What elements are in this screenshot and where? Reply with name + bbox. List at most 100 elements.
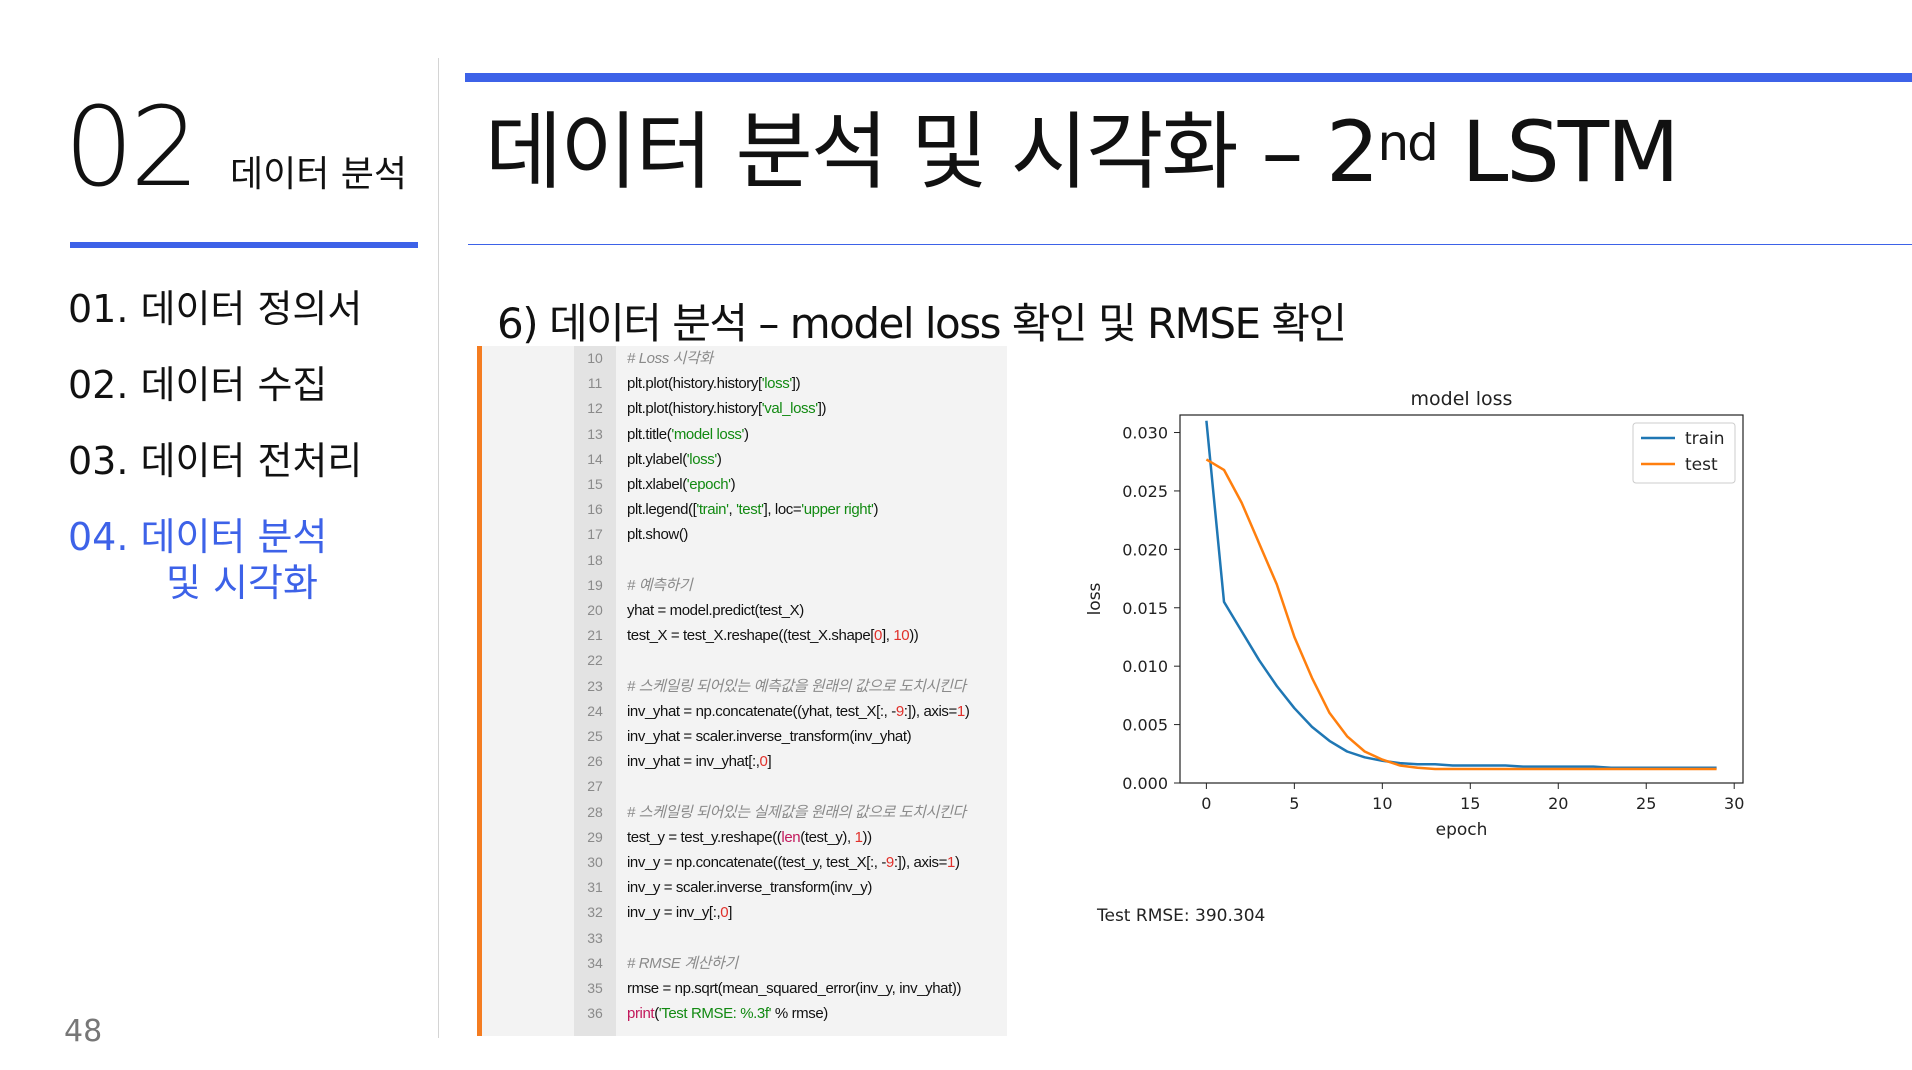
legend-label-train: train (1685, 429, 1725, 449)
code-text: rmse = np.sqrt(mean_squared_error(inv_y,… (627, 980, 962, 997)
code-line: 19 # 예측하기 (482, 573, 1012, 598)
code-line: 14 plt.ylabel('loss') (482, 447, 1012, 472)
code-text: plt.show() (627, 526, 689, 544)
series-line-test (1205, 458, 1717, 771)
line-number: 12 (587, 400, 603, 417)
line-number: 34 (587, 954, 603, 971)
code-line: 23 # 스케일링 되어있는 예측값을 원래의 값으로 도치시킨다 (482, 674, 1012, 699)
line-number: 26 (587, 753, 603, 770)
line-number: 25 (587, 728, 603, 744)
code-line: 11 plt.plot(history.history['loss']) (482, 371, 1012, 396)
line-number: 10 (587, 350, 603, 366)
line-number: 11 (587, 375, 603, 392)
toc-item-analysis-active[interactable]: 04. 데이터 분석 및 시각화 (68, 518, 362, 602)
x-tick-label: 30 (1724, 794, 1744, 813)
code-text: # 예측하기 (627, 576, 693, 594)
code-text: # 스케일링 되어있는 실제값을 원래의 값으로 도치시킨다 (627, 803, 966, 821)
code-text: # 스케일링 되어있는 예측값을 원래의 값으로 도치시킨다 (627, 677, 966, 695)
code-line: 18 (482, 548, 1012, 573)
line-number: 24 (587, 702, 603, 719)
y-tick-label: 0.005 (1122, 716, 1168, 735)
x-tick-label: 15 (1460, 794, 1480, 813)
code-text: plt.legend(['train', 'test'], loc='upper… (627, 501, 879, 519)
code-panel: 10 # Loss 시각화 11 plt.plot(history.history['… (477, 346, 1007, 1036)
header-accent-bar (465, 73, 1912, 82)
code-text: plt.title('model loss') (627, 425, 749, 443)
code-line: 30 inv_y = np.concatenate((test_y, test_X… (482, 850, 1012, 875)
toc-item-collection[interactable]: 02. 데이터 수집 (68, 363, 328, 407)
x-tick-label: 10 (1372, 794, 1392, 813)
code-line: 15 plt.xlabel('epoch') (482, 472, 1012, 497)
section-number: 02 (64, 83, 200, 211)
code-line: 17 plt.show() (482, 522, 1012, 547)
x-tick-label: 5 (1289, 794, 1299, 813)
model-loss-chart: model loss 0.000 0.005 0.010 0.015 0.020 0.025… (1085, 388, 1744, 840)
page-title-text: 데이터 분석 및 시각화 – 2 (485, 103, 1379, 201)
toc-item-preprocessing[interactable]: 03. 데이터 전처리 (68, 439, 363, 483)
code-line: 12 plt.plot(history.history['val_loss']) (482, 396, 1012, 421)
table-of-contents: 01. 데이터 정의서 02. 데이터 수집 03. 데이터 전처리 04. 데… (68, 290, 362, 640)
code-line: 22 (482, 648, 1012, 673)
code-line: 26 inv_yhat = inv_yhat[:,0] (482, 749, 1012, 774)
code-line: 20 yhat = model.predict(test_X) (482, 598, 1012, 623)
line-number: 29 (587, 828, 603, 845)
code-line: 29 test_y = test_y.reshape((len(test_y), … (482, 825, 1012, 850)
code-text: inv_yhat = np.concatenate((yhat, test_X[… (627, 702, 970, 720)
code-line: 24 inv_yhat = np.concatenate((yhat, test_… (482, 699, 1012, 724)
code-text: plt.plot(history.history['loss']) (627, 375, 801, 393)
line-number: 20 (587, 602, 603, 618)
code-line: 21 test_X = test_X.reshape((test_X.shape[… (482, 623, 1012, 648)
page-title: 데이터 분석 및 시각화 – 2nd LSTM (485, 110, 1680, 194)
y-tick-label: 0.030 (1122, 424, 1168, 443)
line-number: 17 (587, 526, 603, 543)
code-line: 27 (482, 774, 1012, 799)
code-line: 35 rmse = np.sqrt(mean_squared_error(inv_… (482, 976, 1012, 1001)
toc-item-analysis-label: 04. 데이터 분석 (68, 515, 328, 559)
line-number: 32 (587, 904, 603, 921)
code-text: inv_yhat = inv_yhat[:,0] (627, 753, 772, 771)
y-tick-label: 0.000 (1122, 774, 1168, 793)
slide-subtitle: 6) 데이터 분석 – model loss 확인 및 RMSE 확인 (497, 299, 1347, 348)
page-number: 48 (64, 1014, 103, 1049)
page-title-suffix: LSTM (1436, 103, 1680, 201)
line-number: 35 (587, 980, 603, 996)
code-line: 34 # RMSE 계산하기 (482, 951, 1012, 976)
title-rule (468, 244, 1912, 245)
code-text: # Loss 시각화 (627, 350, 713, 367)
code-text: test_X = test_X.reshape((test_X.shape[0]… (627, 627, 919, 645)
x-axis-label: epoch (1436, 820, 1488, 840)
code-line: 32 inv_y = inv_y[:,0] (482, 900, 1012, 925)
code-line: 16 plt.legend(['train', 'test'], loc='upp… (482, 497, 1012, 522)
rmse-output: Test RMSE: 390.304 (1097, 906, 1266, 926)
code-text: inv_y = scaler.inverse_transform(inv_y) (627, 879, 872, 897)
y-tick-label: 0.025 (1122, 482, 1168, 501)
code-line: 36 print('Test RMSE: %.3f' % rmse) (482, 1001, 1012, 1026)
line-number: 30 (587, 854, 603, 870)
line-number: 21 (587, 627, 603, 644)
line-number: 14 (587, 450, 603, 467)
code-line: 31 inv_y = scaler.inverse_transform(inv_y… (482, 875, 1012, 900)
section-underline (70, 242, 418, 248)
code-text: plt.ylabel('loss') (627, 450, 722, 468)
code-text: test_y = test_y.reshape((len(test_y), 1)… (627, 828, 872, 846)
line-number: 16 (587, 501, 603, 518)
line-number: 28 (587, 803, 603, 820)
y-tick-label: 0.020 (1122, 540, 1168, 559)
code-line: 13 plt.title('model loss') (482, 422, 1012, 447)
code-line: 25 inv_yhat = scaler.inverse_transform(in… (482, 724, 1012, 749)
toc-item-analysis-label-line2: 및 시각화 (166, 561, 318, 605)
toc-item-definition[interactable]: 01. 데이터 정의서 (68, 287, 363, 331)
code-line: 28 # 스케일링 되어있는 실제값을 원래의 값으로 도치시킨다 (482, 800, 1012, 825)
y-axis-label: loss (1085, 582, 1105, 615)
x-tick-label: 0 (1201, 794, 1211, 813)
line-number: 31 (587, 879, 603, 896)
code-text: plt.plot(history.history['val_loss']) (627, 400, 827, 418)
line-number: 36 (587, 1005, 603, 1022)
code-text: # RMSE 계산하기 (627, 954, 738, 972)
line-number: 27 (587, 778, 603, 795)
legend-label-test: test (1685, 455, 1718, 475)
vertical-divider (438, 58, 439, 1038)
code-text: inv_yhat = scaler.inverse_transform(inv_… (627, 728, 912, 745)
y-tick-label: 0.010 (1122, 657, 1168, 676)
line-number: 22 (587, 652, 603, 669)
